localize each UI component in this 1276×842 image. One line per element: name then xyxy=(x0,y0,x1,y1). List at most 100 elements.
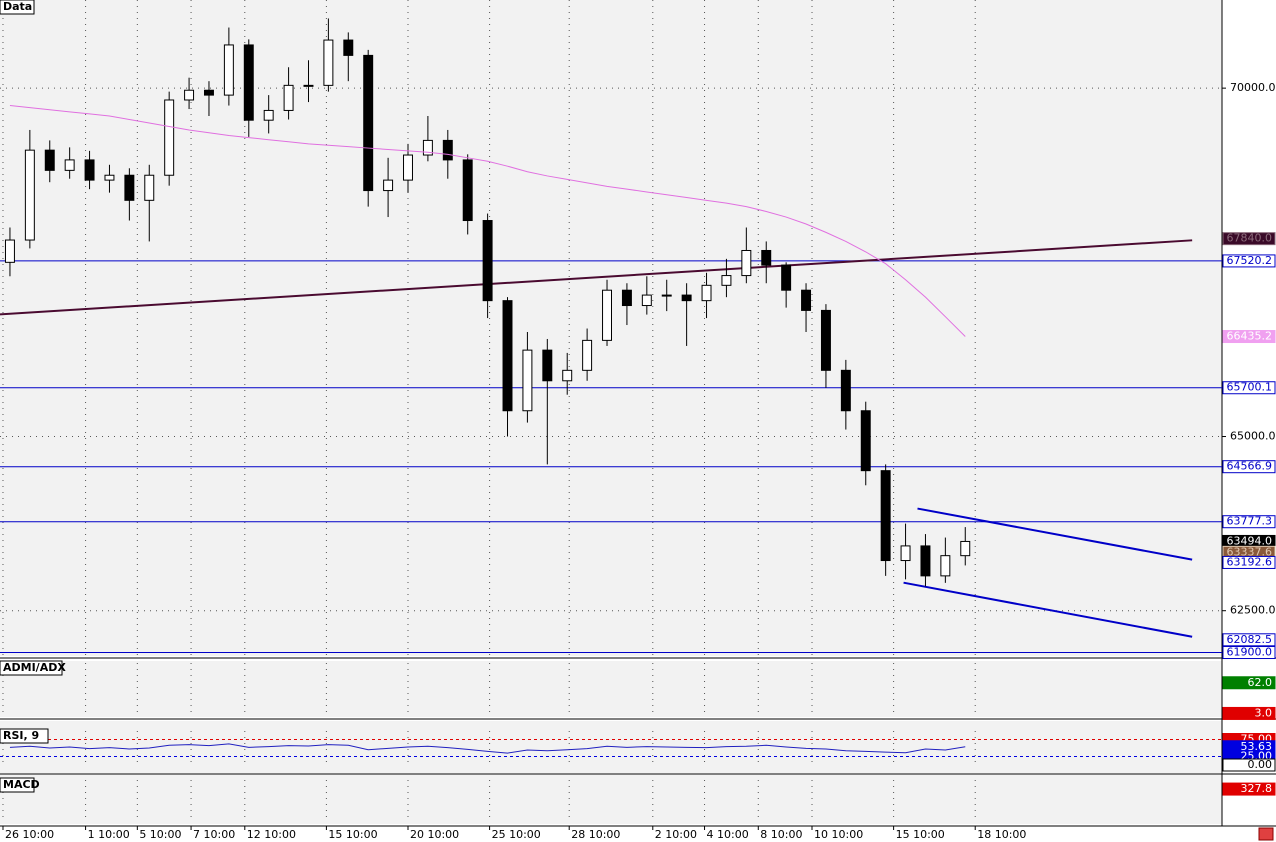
adx-plot xyxy=(0,661,1222,717)
candle-body xyxy=(681,294,692,302)
panel-title-bg xyxy=(0,660,63,676)
candle-body xyxy=(621,289,632,307)
candle-body xyxy=(44,149,55,171)
price-label: 63777.3 xyxy=(1227,515,1273,528)
x-tick-label: 12 10:00 xyxy=(247,828,296,841)
panel-title: ADMI/ADX xyxy=(3,661,66,674)
candle-body xyxy=(283,84,294,111)
price-label: 61900.0 xyxy=(1227,646,1273,659)
candle-body xyxy=(104,174,115,181)
trend-line xyxy=(917,507,1193,561)
x-tick-label: 1 10:00 xyxy=(88,828,130,841)
price-label: 62082.5 xyxy=(1227,633,1273,646)
candle-body xyxy=(641,294,652,307)
candle-body xyxy=(880,470,891,562)
x-tick-label: 15 10:00 xyxy=(328,828,377,841)
price-label: 3.0 xyxy=(1255,706,1273,719)
panel-title-bg xyxy=(0,777,35,793)
y-tick-label: 70000.0 xyxy=(1230,81,1276,94)
candle-body xyxy=(184,89,195,101)
x-tick-label: 25 10:00 xyxy=(492,828,541,841)
x-tick-label: 18 10:00 xyxy=(977,828,1026,841)
candle-body xyxy=(64,159,75,171)
price-label: 62.0 xyxy=(1248,676,1273,689)
candle-body xyxy=(442,139,453,161)
price-label-bg xyxy=(1222,460,1276,474)
trend-line xyxy=(0,239,1193,316)
x-tick-label: 10 10:00 xyxy=(814,828,863,841)
candle-body xyxy=(840,369,851,412)
price-label: 53.63 xyxy=(1241,740,1273,753)
candle-body xyxy=(860,410,871,472)
indicator-line xyxy=(9,743,966,754)
price-label: 65700.1 xyxy=(1227,381,1273,394)
panel-title: RSI, 9 xyxy=(3,729,39,742)
trend-line xyxy=(903,581,1193,638)
price-label: 67840.0 xyxy=(1227,232,1273,245)
candle-body xyxy=(781,264,792,291)
candle-body xyxy=(701,284,712,302)
price-label: 63192.6 xyxy=(1227,555,1273,568)
panel-title-bg xyxy=(0,0,35,15)
candle-body xyxy=(422,139,433,156)
price-label-bg xyxy=(1222,633,1276,647)
price-label-bg xyxy=(1222,555,1276,569)
candle-body xyxy=(462,159,473,222)
x-tick-label: 20 10:00 xyxy=(410,828,459,841)
panel-title: Data xyxy=(3,0,32,13)
price-label-bg xyxy=(1222,782,1276,796)
candle-body xyxy=(84,159,95,181)
candle-body xyxy=(144,174,155,201)
price-label-bg xyxy=(1222,330,1276,344)
price-label-bg xyxy=(1222,706,1276,720)
candle-body xyxy=(582,339,593,371)
candle-body xyxy=(920,545,931,577)
candle-body xyxy=(761,249,772,266)
y-tick-label: 65000.0 xyxy=(1230,430,1276,443)
panel-title: MACD xyxy=(3,778,40,791)
macd-plot xyxy=(0,775,1222,824)
price-label: 64566.9 xyxy=(1227,460,1273,473)
price-label-bg xyxy=(1222,758,1276,772)
price-label-bg xyxy=(1222,381,1276,395)
price-label-bg xyxy=(1222,676,1276,690)
price-label: 66435.2 xyxy=(1227,330,1273,343)
candle-body xyxy=(164,99,175,176)
candle-body xyxy=(383,179,394,192)
x-tick-label: 4 10:00 xyxy=(707,828,749,841)
candle-body xyxy=(403,154,413,181)
candle-body xyxy=(303,84,314,87)
candle-body xyxy=(741,249,752,277)
candle-body xyxy=(960,540,971,557)
x-tick-label: 28 10:00 xyxy=(571,828,620,841)
candle-body xyxy=(602,289,612,341)
candle-body xyxy=(661,294,672,297)
price-label: 0.00 xyxy=(1248,758,1273,771)
panel-title-bg xyxy=(0,728,49,744)
candle-body xyxy=(562,369,573,382)
candle-body xyxy=(363,54,374,192)
candle-body xyxy=(24,149,35,241)
candle-body xyxy=(343,39,354,56)
price-label: 67520.2 xyxy=(1227,254,1273,267)
price-label-bg xyxy=(1222,646,1276,660)
candle-body xyxy=(323,39,334,86)
y-tick-label: 62500.0 xyxy=(1230,604,1276,617)
price-label-bg xyxy=(1222,515,1276,529)
candle-body xyxy=(900,545,911,562)
x-tick-label: 7 10:00 xyxy=(193,828,235,841)
candle-body xyxy=(263,109,274,121)
candle-body xyxy=(203,89,214,96)
price-label-bg xyxy=(1222,254,1276,268)
candle-body xyxy=(940,555,951,577)
price-label-bg xyxy=(1222,232,1276,246)
x-tick-label: 8 10:00 xyxy=(760,828,802,841)
candle-body xyxy=(820,309,831,371)
x-tick-label: 26 10:00 xyxy=(5,828,54,841)
indicator-line xyxy=(9,105,966,337)
price-label: 63337.6 xyxy=(1227,545,1273,558)
scroll-button[interactable] xyxy=(1258,827,1274,841)
x-tick-label: 2 10:00 xyxy=(655,828,697,841)
candle-body xyxy=(223,44,234,96)
